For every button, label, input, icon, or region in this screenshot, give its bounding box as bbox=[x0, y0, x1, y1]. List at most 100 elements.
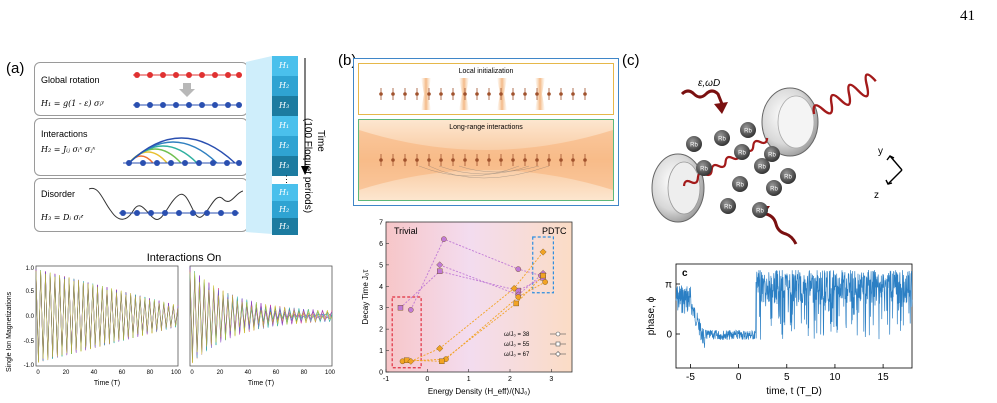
pdtc-region-box bbox=[532, 236, 555, 294]
data-point bbox=[515, 266, 522, 272]
rb-atom-label: Rb bbox=[770, 187, 778, 193]
phase-plot: c -5 0 5 10 15 π 0 phase, ϕ time, t (T_D) bbox=[646, 263, 913, 397]
data-point bbox=[439, 358, 445, 364]
legend: ω/J₀ = 38 ω/J₀ = 55 ω/J₀ = 67 bbox=[504, 331, 566, 358]
plot-title: Interactions On bbox=[146, 252, 222, 264]
zoom-wedge bbox=[246, 56, 272, 234]
y-tick-label: 0 bbox=[666, 330, 672, 341]
drive-label: ε,ωD bbox=[698, 78, 720, 89]
panel-a-label: (a) bbox=[6, 60, 25, 77]
x-tick: 60 bbox=[273, 370, 280, 376]
x-tick: 100 bbox=[171, 370, 182, 376]
y-tick-label: 6 bbox=[379, 241, 383, 248]
box-title: Global rotation bbox=[41, 75, 100, 85]
legend-entry: ω/J₀ = 38 bbox=[504, 332, 530, 338]
hamiltonian-stack: H₁ H₂ H₃ H₁ H₂ H₃ ⋮ H₁ H₂ H₃ bbox=[272, 56, 298, 235]
box-equation: H₁ = g(1 - ε) σᵢʸ bbox=[41, 99, 104, 108]
series-line bbox=[410, 238, 542, 311]
series-line bbox=[400, 270, 544, 309]
data-point bbox=[510, 284, 518, 292]
h-cell: H₁ bbox=[272, 184, 298, 201]
x-tick: 100 bbox=[325, 370, 336, 376]
x-tick: 60 bbox=[119, 370, 126, 376]
x-tick-label: -1 bbox=[383, 376, 389, 383]
rb-atom bbox=[734, 144, 750, 160]
long-range-box: Long-range interactions bbox=[358, 119, 614, 201]
h-cell: H₁ bbox=[272, 56, 298, 76]
data-point bbox=[542, 279, 548, 285]
legend-entry: ω/J₀ = 67 bbox=[504, 352, 530, 358]
rb-atom bbox=[732, 176, 748, 192]
local-init-title: Local initialization bbox=[458, 68, 514, 75]
y-tick: 0.5 bbox=[26, 289, 35, 295]
y-tick-label: 1 bbox=[379, 348, 383, 355]
box-title: Disorder bbox=[41, 189, 76, 199]
x-tick: 0 bbox=[36, 370, 40, 376]
x-tick-label: 1 bbox=[467, 376, 471, 383]
h-cell: H₃ bbox=[272, 156, 298, 176]
x-tick: 20 bbox=[217, 370, 224, 376]
rb-atom bbox=[740, 122, 756, 138]
rb-atom bbox=[780, 168, 796, 184]
time-arrow bbox=[301, 58, 309, 175]
local-init-box: Local initialization bbox=[358, 63, 614, 115]
box-equation: H₃ = Dᵢ σᵢᶻ bbox=[41, 213, 84, 222]
data-point bbox=[407, 357, 415, 365]
series-line bbox=[406, 275, 544, 362]
x-axis-label: Time (T) bbox=[94, 380, 120, 387]
y-tick-label: 5 bbox=[379, 262, 383, 269]
rb-atom bbox=[696, 160, 712, 176]
rb-atom bbox=[752, 202, 768, 218]
long-range-title: Long-range interactions bbox=[449, 124, 523, 131]
box-disorder: Disorder H₃ = Dᵢ σᵢᶻ bbox=[34, 178, 248, 232]
magnetization-plot-left: 1.0 0.5 0.0 -0.5 -1.0 0 20 40 60 80 100 … bbox=[24, 265, 182, 387]
x-tick: 80 bbox=[147, 370, 154, 376]
rb-atom bbox=[714, 130, 730, 146]
y-tick-label: 2 bbox=[379, 327, 383, 334]
phase-x-axis-label: time, t (T_D) bbox=[766, 386, 822, 397]
h-cell: H₃ bbox=[272, 96, 298, 116]
h-cell: H₂ bbox=[272, 136, 298, 156]
rb-atom bbox=[766, 180, 782, 196]
box-title: Interactions bbox=[41, 129, 88, 139]
floquet-label: (100 Floquet periods) bbox=[302, 118, 313, 214]
x-tick-label: 5 bbox=[784, 372, 790, 383]
rb-atom-label: Rb bbox=[744, 129, 752, 135]
series-line bbox=[410, 251, 544, 362]
x-tick-label: 0 bbox=[425, 376, 429, 383]
axis-y-label: y bbox=[878, 146, 883, 157]
rb-atom-label: Rb bbox=[718, 137, 726, 143]
y-tick: -1.0 bbox=[24, 363, 35, 369]
y-tick: -0.5 bbox=[24, 339, 35, 345]
rb-atom-label: Rb bbox=[784, 175, 792, 181]
phase-sublabel: c bbox=[682, 268, 688, 279]
page-number: 41 bbox=[960, 8, 975, 24]
box-global-rotation: Global rotation H₁ = g(1 - ε) σᵢʸ bbox=[34, 62, 248, 116]
x-axis-label: Time (T) bbox=[248, 380, 274, 387]
plot-area bbox=[385, 221, 573, 373]
data-point bbox=[515, 294, 522, 300]
h-cell: H₂ bbox=[272, 201, 298, 218]
rb-atom-label: Rb bbox=[736, 183, 744, 189]
y-tick-label: π bbox=[665, 280, 672, 291]
magnetization-plot-right: 0 20 40 60 80 100 Time (T) bbox=[189, 265, 336, 387]
box-equation: H₂ = Jᵢⱼ σᵢˣ σⱼˣ bbox=[41, 145, 96, 154]
region-label-pdtc: PDTC bbox=[542, 226, 567, 236]
rb-atom bbox=[720, 198, 736, 214]
panel-b-outer-box: Local initialization Long-range interact… bbox=[353, 58, 619, 206]
h-cell: H₁ bbox=[272, 116, 298, 136]
data-point bbox=[441, 236, 447, 242]
data-point bbox=[437, 268, 443, 274]
spin-chain-rotation bbox=[133, 72, 242, 108]
rb-atom bbox=[686, 136, 702, 152]
phase-trace bbox=[675, 269, 913, 348]
panel-b-label: (b) bbox=[338, 52, 357, 69]
y-tick-labels: 1.0 0.5 0.0 -0.5 -1.0 bbox=[24, 266, 35, 369]
data-point bbox=[513, 300, 519, 307]
time-label: Time bbox=[315, 130, 326, 152]
x-tick-labels: 0 20 40 60 80 100 bbox=[36, 370, 181, 376]
long-range-ions bbox=[359, 130, 613, 190]
box-interactions: Interactions H₂ = Jᵢⱼ σᵢˣ σⱼˣ bbox=[34, 118, 248, 176]
